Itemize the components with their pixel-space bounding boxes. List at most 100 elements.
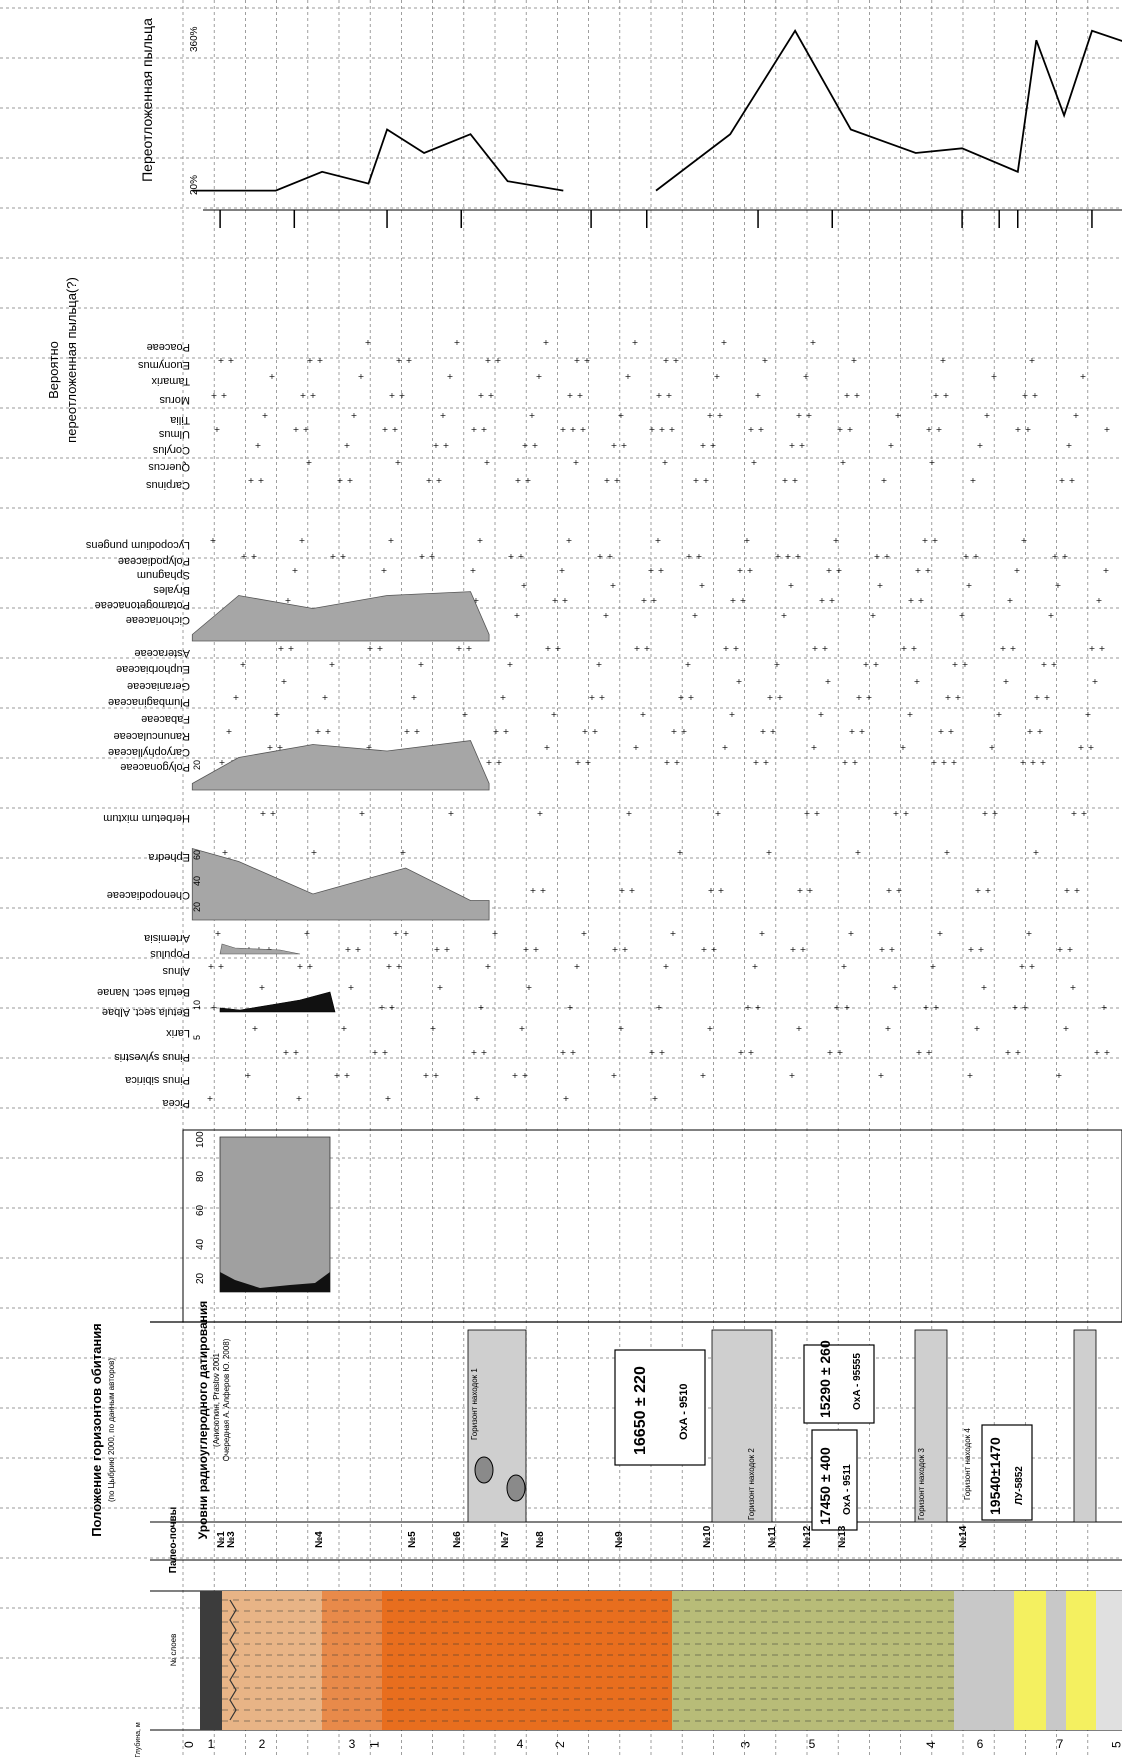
taxon-mark-9-4: +: [896, 886, 903, 895]
date-4-box: [981, 1424, 1033, 1521]
taxon-mark-3-7: +: [341, 1024, 348, 1033]
taxon-mark-25-7: +: [655, 536, 662, 545]
date-3-box: [803, 1344, 875, 1424]
date-4-age: 19540±1470: [987, 1437, 1003, 1515]
paleosol-number-2: №4: [314, 1531, 325, 1548]
taxon-mark-21-15: +: [819, 596, 826, 605]
horizon-3-bar: [914, 1329, 948, 1523]
taxon-mark-24-6: +: [429, 552, 436, 561]
taxon-mark-21-16: +: [908, 596, 915, 605]
summary-scale: 20 40 60 80 100 20 40 60 20 5 10: [192, 760, 206, 1284]
taxon-mark-18-7: +: [596, 660, 603, 669]
taxon-mark-29-5: +: [1025, 425, 1032, 434]
taxon-mark-33-7: +: [851, 356, 858, 365]
taxon-mark-2-19: +: [372, 1048, 379, 1057]
taxon-mark-1-7: +: [967, 1071, 974, 1080]
taxon-mark-17-4: +: [1092, 677, 1099, 686]
taxon-mark-8-9: +: [304, 929, 311, 938]
taxon-mark-8-0: +: [403, 929, 410, 938]
taxon-mark-24-16: +: [419, 552, 426, 561]
taxon-label-26: Carpinus: [145, 479, 190, 491]
taxon-mark-18-9: +: [774, 660, 781, 669]
summary-diagram: 20 40 60 80 100 20 40 60 20 5 10: [182, 760, 1122, 1323]
taxon-mark-13-7: +: [811, 743, 818, 752]
taxon-mark-1-4: +: [700, 1071, 707, 1080]
taxon-mark-33-11: +: [307, 356, 314, 365]
taxon-mark-33-14: +: [574, 356, 581, 365]
taxon-mark-11-1: +: [903, 809, 910, 818]
taxon-label-19: Asteraceae: [134, 647, 190, 659]
taxon-mark-6-10: +: [1019, 962, 1026, 971]
taxon-mark-6-7: +: [752, 962, 759, 971]
taxon-mark-31-3: +: [221, 391, 228, 400]
taxon-mark-10-2: +: [855, 848, 862, 857]
taxon-mark-13-11: +: [267, 743, 274, 752]
herb-scale-label-0: 20: [192, 760, 202, 770]
taxon-mark-15-1: +: [551, 710, 558, 719]
taxon-label-24: Polypodiaceae: [118, 555, 190, 567]
taxon-mark-23-5: +: [1103, 566, 1110, 575]
taxon-mark-14-15: +: [760, 727, 767, 736]
radiocarbon-sub1: (Анисюткин, Praslov 2001: [212, 1353, 221, 1447]
lith-layer-2: [222, 1591, 322, 1730]
taxon-mark-31-9: +: [755, 391, 762, 400]
taxon-mark-2-13: +: [738, 1048, 745, 1057]
taxon-mark-23-8: +: [470, 566, 477, 575]
taxon-mark-33-9: +: [1029, 356, 1036, 365]
taxon-mark-7-5: +: [711, 945, 718, 954]
taxon-mark-31-11: +: [933, 391, 940, 400]
taxon-mark-5-2: +: [1070, 983, 1077, 992]
taxon-mark-20-7: +: [870, 611, 877, 620]
taxon-mark-10-6: +: [311, 848, 318, 857]
taxon-mark-14-12: +: [493, 727, 500, 736]
taxon-mark-26-14: +: [515, 476, 522, 485]
taxon-mark-19-7: +: [733, 644, 740, 653]
taxon-label-8: Artemisia: [143, 932, 190, 944]
taxon-label-32: Tamarix: [151, 375, 190, 387]
taxon-mark-29-16: +: [1104, 425, 1111, 434]
layer-number-4: 5: [809, 1737, 816, 1751]
taxon-mark-6-3: +: [396, 962, 403, 971]
taxon-mark-24-7: +: [518, 552, 525, 561]
taxon-mark-26-8: +: [881, 476, 888, 485]
taxon-mark-30-0: +: [717, 411, 724, 420]
taxon-mark-19-5: +: [555, 644, 562, 653]
layer-numbers: 1 2 3 4 5 6 7: [208, 1737, 1064, 1751]
taxon-mark-10-4: +: [1033, 848, 1040, 857]
taxon-mark-9-16: +: [1064, 886, 1071, 895]
taxon-mark-13-8: +: [900, 743, 907, 752]
taxon-mark-17-1: +: [825, 677, 832, 686]
habitation-horizons: Горизонт находок 1 Горизонт находок 2 Го…: [467, 1329, 1097, 1523]
taxon-mark-23-9: +: [559, 566, 566, 575]
radiocarbon-sub2: Очередная А. Алферов Ю. 2008): [222, 1338, 231, 1461]
cheno-scale-label-1: 40: [192, 876, 202, 886]
taxon-label-30: Tilia: [169, 414, 190, 426]
taxon-mark-0-5: +: [652, 1094, 659, 1103]
taxon-mark-2-11: +: [560, 1048, 567, 1057]
taxon-mark-34-1: +: [454, 338, 461, 347]
taxon-label-16: Plumbaginaceae: [108, 696, 190, 708]
depth-tick-label-2: 2: [553, 1741, 567, 1748]
taxon-label-25: Lycopodium pungens: [85, 539, 190, 551]
taxon-mark-1-9: +: [245, 1071, 252, 1080]
taxon-label-4: Betula sect. Albae: [102, 1006, 190, 1018]
taxon-mark-9-6: +: [1074, 886, 1081, 895]
taxon-mark-12-9: +: [852, 758, 859, 767]
taxon-mark-21-1: +: [473, 596, 480, 605]
paleosol-number-10: №12: [802, 1525, 813, 1548]
lith-layer-2-zigzag: [229, 1599, 237, 1721]
taxon-mark-20-8: +: [959, 611, 966, 620]
asteraceae-curve: [191, 591, 490, 642]
taxon-mark-5-0: +: [892, 983, 899, 992]
paleosol-number-9: №11: [767, 1526, 778, 1548]
taxon-mark-30-2: +: [895, 411, 902, 420]
taxon-mark-24-14: +: [241, 552, 248, 561]
taxon-mark-6-11: +: [208, 962, 215, 971]
taxon-mark-14-14: +: [671, 727, 678, 736]
taxon-mark-22-0: +: [521, 581, 528, 590]
taxon-mark-13-6: +: [722, 743, 729, 752]
taxon-mark-22-6: +: [1055, 581, 1062, 590]
taxon-mark-4-3: +: [1022, 1003, 1029, 1012]
taxon-mark-8-7: +: [1026, 929, 1033, 938]
taxon-mark-34-0: +: [365, 338, 372, 347]
